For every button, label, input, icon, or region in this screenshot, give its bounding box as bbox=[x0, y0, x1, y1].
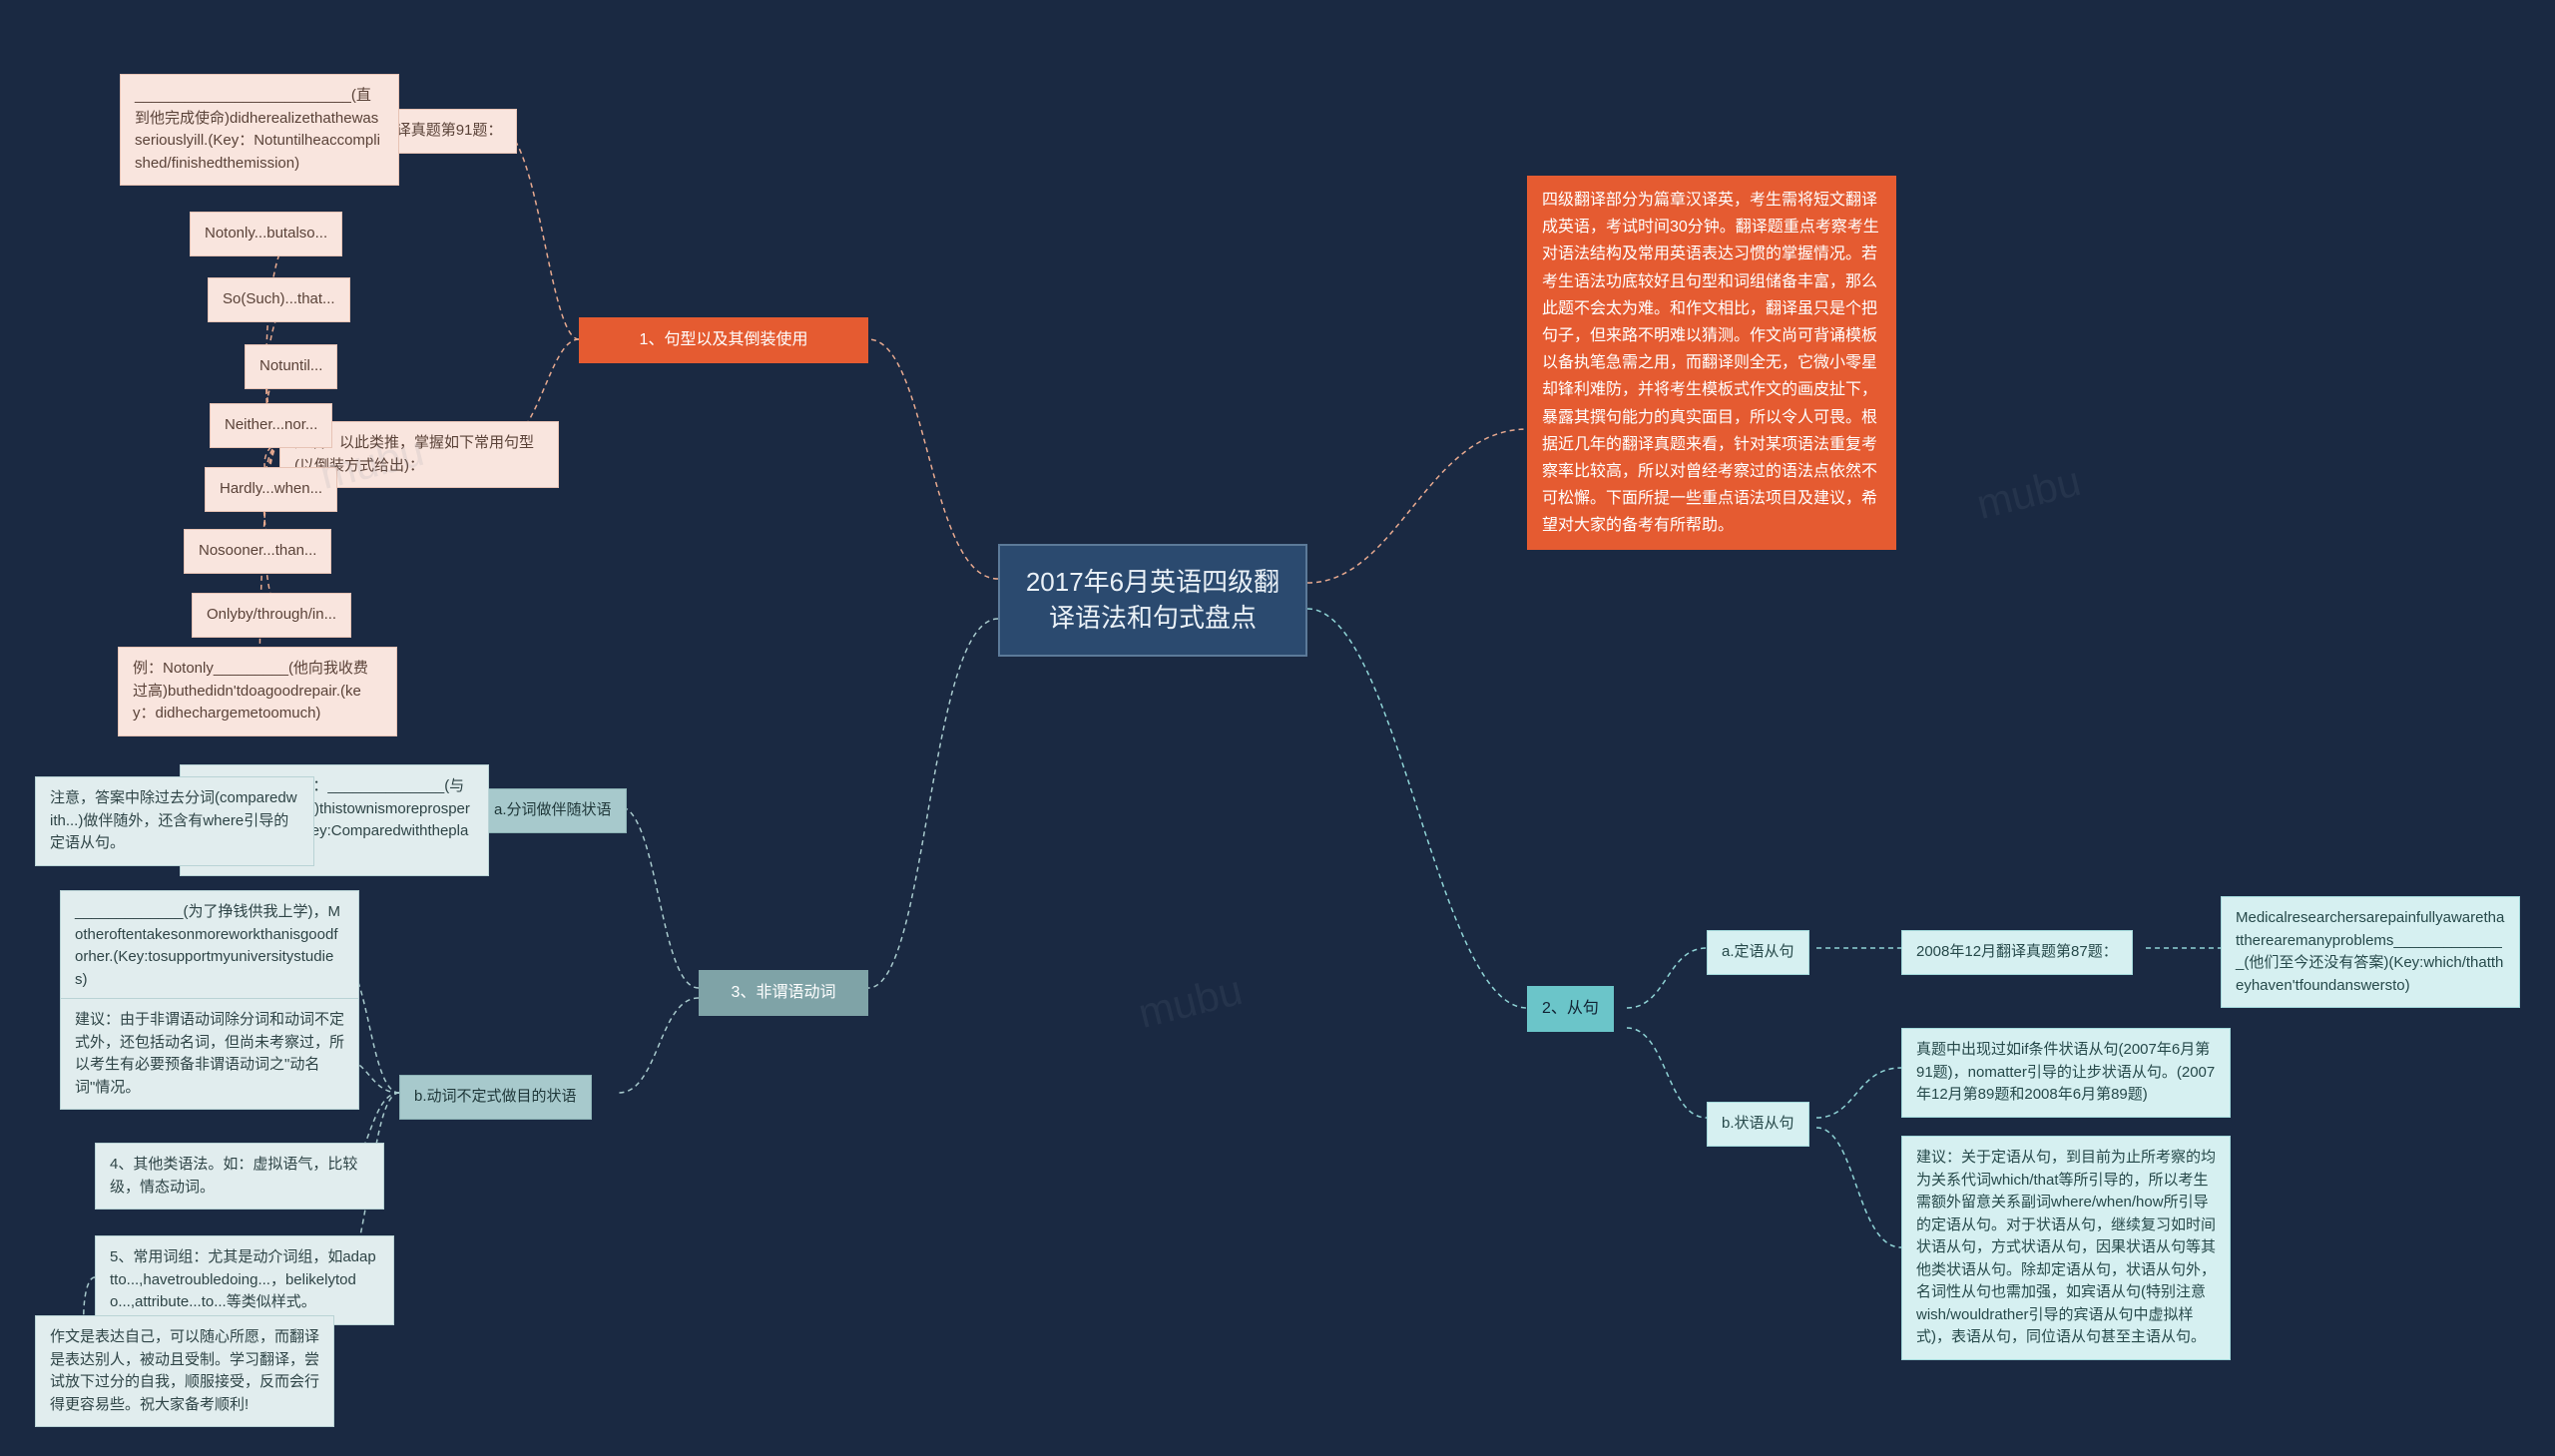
s1-li-2: Notuntil... bbox=[245, 344, 337, 389]
s1-qtext: __________________________(直到他完成使命)didhe… bbox=[120, 74, 399, 186]
s3-s5-note: 作文是表达自己，可以随心所愿，而翻译是表达别人，被动且受制。学习翻译，尝试放下过… bbox=[35, 1315, 334, 1427]
intro-text: 四级翻译部分为篇章汉译英，考生需将短文翻译成英语，考试时间30分钟。翻译题重点考… bbox=[1527, 176, 1896, 550]
branch-clauses: 2、从句 bbox=[1527, 986, 1614, 1032]
s1-li-3: Neither...nor... bbox=[210, 403, 332, 448]
clause-a-text: Medicalresearchersarepainfullyawarethatt… bbox=[2221, 896, 2520, 1008]
s3-s5: 5、常用词组：尤其是动介词组，如adaptto...,havetroubledo… bbox=[95, 1235, 394, 1325]
center-title: 2017年6月英语四级翻译语法和句式盘点 bbox=[998, 544, 1307, 657]
watermark: mubu bbox=[1134, 966, 1248, 1038]
s1-li-0: Notonly...butalso... bbox=[190, 212, 342, 256]
branch-s1: 1、句型以及其倒装使用 bbox=[579, 317, 868, 363]
s3-b-label: b.动词不定式做目的状语 bbox=[399, 1075, 592, 1120]
clause-a-label: a.定语从句 bbox=[1707, 930, 1809, 975]
s3-b-qtext: _____________(为了挣钱供我上学)，Motheroftentakes… bbox=[60, 890, 359, 1002]
s3-b-sugg: 建议：由于非谓语动词除分词和动词不定式外，还包括动名词，但尚未考察过，所以考生有… bbox=[60, 998, 359, 1110]
branch-s3: 3、非谓语动词 bbox=[699, 970, 868, 1016]
clause-b-label: b.状语从句 bbox=[1707, 1102, 1809, 1147]
s3-s4: 4、其他类语法。如：虚拟语气，比较级，情态动词。 bbox=[95, 1143, 384, 1210]
s1-li-5: Nosooner...than... bbox=[184, 529, 331, 574]
s1-example: 例：Notonly_________(他向我收费过高)buthedidn'tdo… bbox=[118, 647, 397, 736]
s1-li-4: Hardly...when... bbox=[205, 467, 337, 512]
s3-a-note: 注意，答案中除过去分词(comparedwith...)做伴随外，还含有wher… bbox=[35, 776, 314, 866]
s1-li-1: So(Such)...that... bbox=[208, 277, 350, 322]
clause-b-t2: 建议：关于定语从句，到目前为止所考察的均为关系代词which/that等所引导的… bbox=[1901, 1136, 2231, 1360]
clause-a-qref: 2008年12月翻译真题第87题： bbox=[1901, 930, 2133, 975]
s3-a-label: a.分词做伴随状语 bbox=[479, 788, 627, 833]
clause-b-t1: 真题中出现过如if条件状语从句(2007年6月第91题)，nomatter引导的… bbox=[1901, 1028, 2231, 1118]
watermark: mubu bbox=[1972, 457, 2086, 529]
s1-li-6: Onlyby/through/in... bbox=[192, 593, 351, 638]
